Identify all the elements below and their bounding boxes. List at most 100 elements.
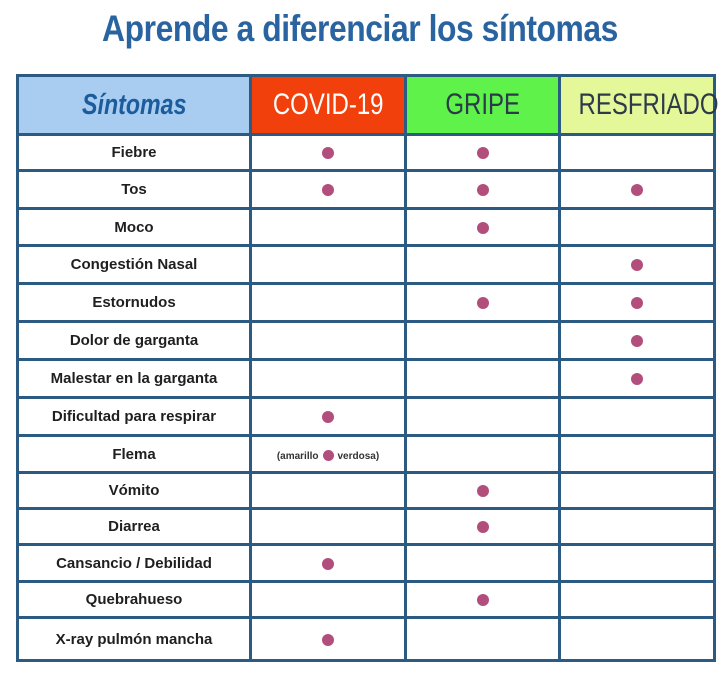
covid-cell [249, 616, 407, 662]
gripe-cell [404, 320, 561, 361]
header-row: Síntomas COVID-19 GRIPE RESFRIADO [16, 74, 719, 136]
gripe-cell [404, 471, 561, 510]
symptom-cell: Cansancio / Debilidad [16, 543, 252, 583]
resfriado-cell [558, 507, 716, 546]
symptom-dot [631, 335, 643, 348]
flema-note-after: verdosa) [337, 450, 380, 462]
table-row: Moco [16, 207, 716, 247]
table-row: Quebrahueso [16, 580, 716, 619]
table-row: Malestar en la garganta [16, 358, 716, 399]
symptom-dot [476, 594, 489, 607]
header-resfriado-label: RESFRIADO [578, 88, 719, 121]
covid-cell [249, 133, 407, 172]
symptom-dot [476, 184, 489, 197]
gripe-cell [404, 580, 561, 619]
flema-note: (amarillo verdosa) [276, 450, 380, 462]
resfriado-cell [558, 580, 716, 619]
covid-cell [249, 543, 407, 583]
symptom-dot [631, 184, 643, 197]
symptom-cell: Flema [16, 434, 252, 474]
gripe-cell [404, 169, 561, 210]
gripe-cell [404, 282, 561, 323]
gripe-cell [404, 207, 561, 247]
symptom-cell: Congestión Nasal [16, 244, 252, 285]
covid-cell [249, 282, 407, 323]
table-row: Diarrea [16, 507, 716, 546]
resfriado-cell [558, 471, 716, 510]
table-row: Dificultad para respirar [16, 396, 716, 437]
header-sintomas: Síntomas [16, 74, 252, 136]
covid-cell [249, 320, 407, 361]
header-covid: COVID-19 [249, 74, 407, 136]
resfriado-cell [558, 282, 716, 323]
header-covid-label: COVID-19 [272, 88, 384, 121]
table-row: Tos [16, 169, 716, 210]
covid-cell: (amarillo verdosa) [249, 434, 407, 474]
symptom-cell: Dolor de garganta [16, 320, 252, 361]
resfriado-cell [558, 207, 716, 247]
symptom-dot [476, 485, 489, 498]
covid-cell [249, 244, 407, 285]
gripe-cell [404, 244, 561, 285]
table-row: Cansancio / Debilidad [16, 543, 716, 583]
symptom-dot [631, 259, 643, 272]
resfriado-cell [558, 244, 716, 285]
symptom-dot [322, 633, 334, 646]
gripe-cell [404, 543, 561, 583]
gripe-cell [404, 434, 561, 474]
covid-cell [249, 507, 407, 546]
resfriado-cell [558, 396, 716, 437]
gripe-cell [404, 396, 561, 437]
table-row: Fiebre [16, 133, 716, 172]
resfriado-cell [558, 543, 716, 583]
header-resfriado: RESFRIADO [558, 74, 719, 136]
resfriado-cell [558, 434, 716, 474]
symptom-cell: Quebrahueso [16, 580, 252, 619]
symptom-dot [631, 297, 643, 310]
covid-cell [249, 396, 407, 437]
gripe-cell [404, 133, 561, 172]
covid-cell [249, 358, 407, 399]
symptom-dot [476, 521, 489, 534]
covid-cell [249, 580, 407, 619]
symptom-dot [476, 147, 489, 160]
symptom-dot [631, 373, 643, 386]
header-gripe: GRIPE [404, 74, 561, 136]
symptom-cell: Vómito [16, 471, 252, 510]
table-row: X-ray pulmón mancha [16, 616, 716, 662]
symptom-cell: Tos [16, 169, 252, 210]
resfriado-cell [558, 320, 716, 361]
symptom-dot [322, 184, 334, 197]
symptom-cell: X-ray pulmón mancha [16, 616, 252, 662]
symptom-dot [322, 411, 334, 424]
resfriado-cell [558, 169, 716, 210]
symptom-dot [322, 450, 334, 462]
resfriado-cell [558, 358, 716, 399]
header-gripe-label: GRIPE [445, 88, 520, 121]
symptom-cell: Moco [16, 207, 252, 247]
symptom-cell: Malestar en la garganta [16, 358, 252, 399]
symptom-dot [476, 297, 489, 310]
flema-note-before: (amarillo [276, 450, 319, 462]
symptom-dot [322, 147, 334, 160]
symptom-cell: Estornudos [16, 282, 252, 323]
symptom-cell: Dificultad para respirar [16, 396, 252, 437]
page-title: Aprende a diferenciar los síntomas [102, 8, 618, 49]
resfriado-cell [558, 133, 716, 172]
covid-cell [249, 207, 407, 247]
symptom-dot [476, 221, 489, 234]
gripe-cell [404, 616, 561, 662]
symptom-cell: Fiebre [16, 133, 252, 172]
gripe-cell [404, 358, 561, 399]
symptoms-table: Síntomas COVID-19 GRIPE RESFRIADO Fiebre… [16, 74, 719, 662]
table-row: Dolor de garganta [16, 320, 716, 361]
symptom-cell: Diarrea [16, 507, 252, 546]
symptom-dot [322, 557, 334, 570]
table-row: Vómito [16, 471, 716, 510]
table-row: Estornudos [16, 282, 716, 323]
gripe-cell [404, 507, 561, 546]
covid-cell [249, 169, 407, 210]
resfriado-cell [558, 616, 716, 662]
table-body: Fiebre Tos Moco Congestión Nasal Estornudos D… [16, 133, 716, 662]
table-row: Flema (amarillo verdosa) [16, 434, 716, 474]
